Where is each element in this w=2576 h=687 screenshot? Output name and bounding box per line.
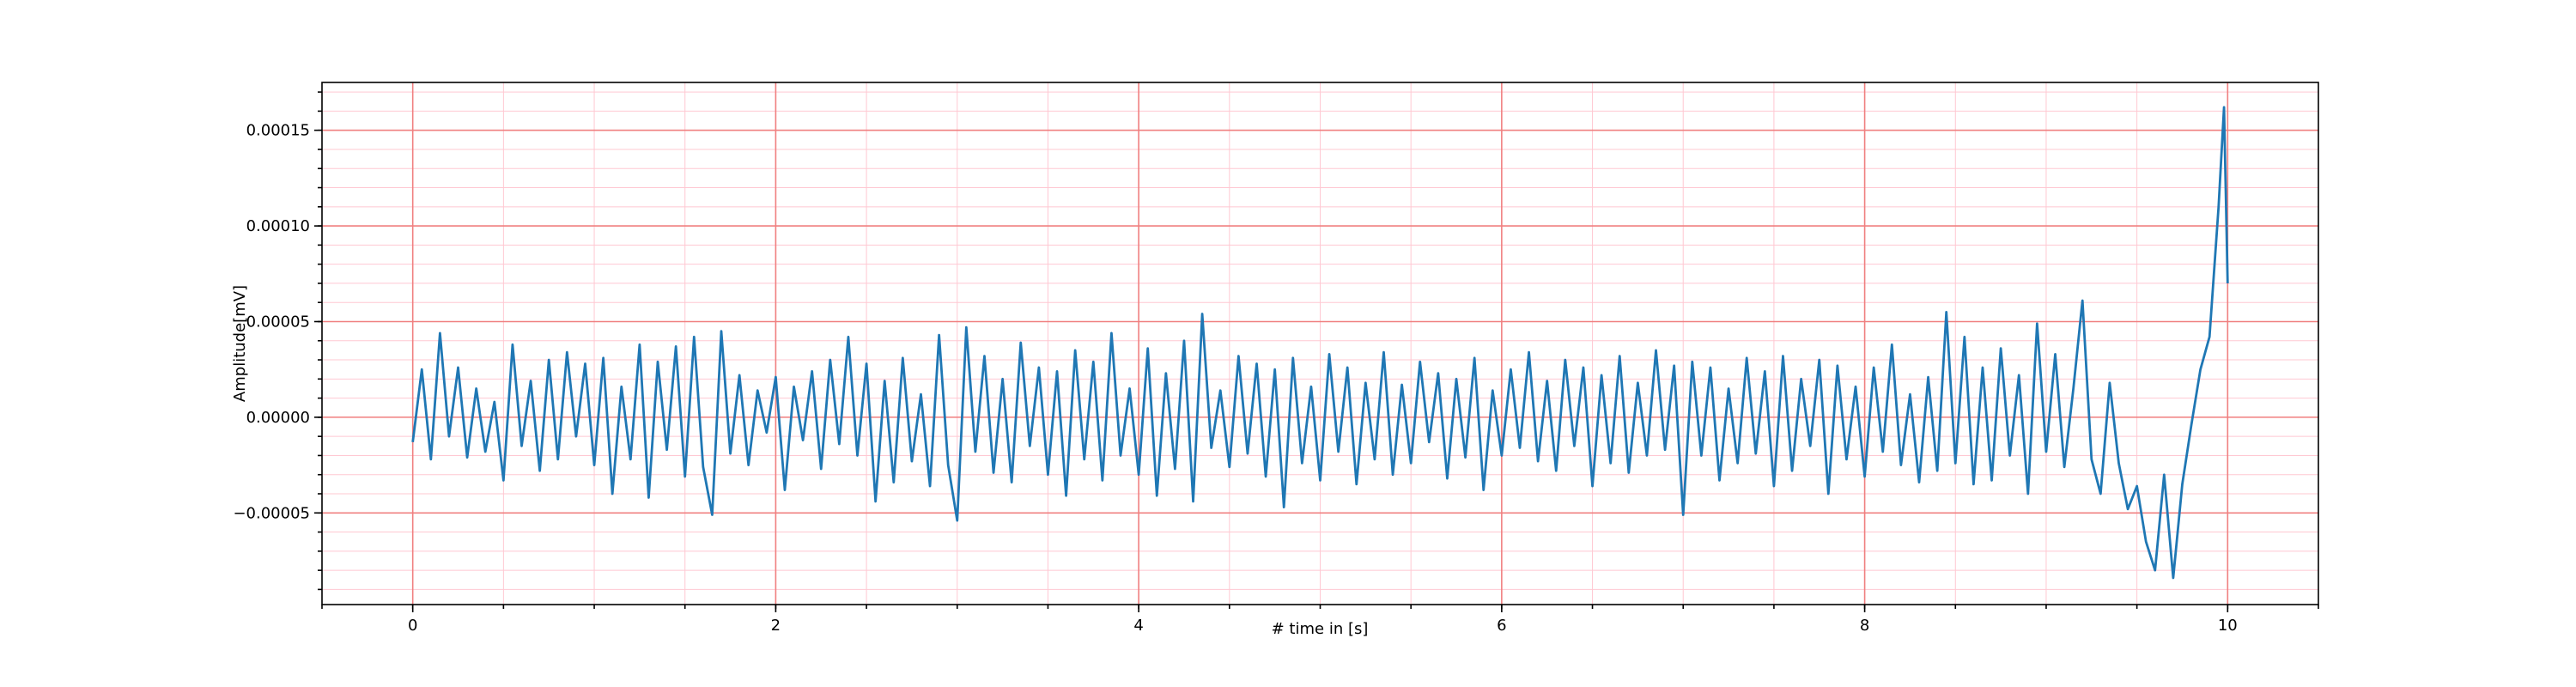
- y-tick-label: 0.00010: [246, 217, 310, 235]
- x-tick-label: 8: [1860, 617, 1869, 635]
- signal-line: [411, 106, 2229, 580]
- x-tick-label: 4: [1133, 617, 1143, 635]
- x-tick-label: 6: [1497, 617, 1506, 635]
- x-axis-label: # time in [s]: [1272, 620, 1369, 638]
- y-axis-label: Amplitude[mV]: [231, 285, 249, 402]
- y-tick-label: 0.00005: [246, 313, 310, 331]
- plot: [411, 106, 2229, 580]
- ticks: 0 2 4 6 8 10 −0.00005 0.00000 0.00005 0.00010 0.00…: [233, 91, 2319, 635]
- x-tick-label: 2: [771, 617, 781, 635]
- x-tick-label: 10: [2218, 617, 2238, 635]
- y-tick-label: 0.00015: [246, 122, 310, 140]
- y-tick-label: −0.00005: [233, 504, 310, 522]
- grid: [321, 82, 2319, 605]
- y-tick-label: 0.00000: [246, 409, 310, 427]
- x-tick-label: 0: [408, 617, 417, 635]
